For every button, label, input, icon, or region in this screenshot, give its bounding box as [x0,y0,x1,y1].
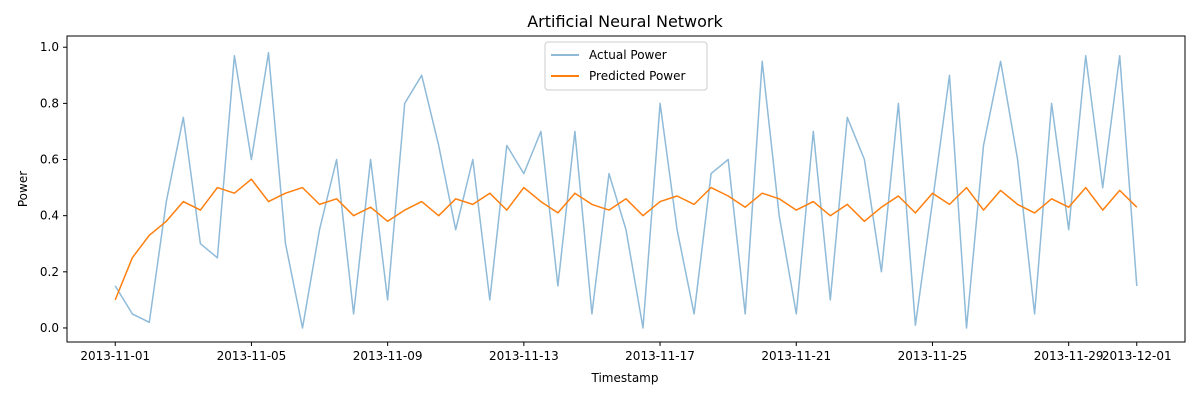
y-tick-label: 1.0 [40,40,59,54]
series-line-actual-power [114,52,1138,329]
x-tick-label: 2013-11-09 [353,349,423,363]
legend-label-predicted-power: Predicted Power [589,69,685,83]
x-tick-label: 2013-11-05 [217,349,287,363]
series-layer [114,52,1138,329]
y-tick-label: 0.6 [40,153,59,167]
chart-title: Artificial Neural Network [527,12,723,31]
y-tick-label: 0.2 [40,265,59,279]
y-tick-label: 0.4 [40,209,59,223]
legend: Actual Power Predicted Power [544,41,708,91]
y-axis-label: Power [16,171,30,207]
x-tick-label: 2013-11-25 [898,349,968,363]
x-tick-label: 2013-11-29 [1034,349,1104,363]
x-tick-label: 2013-11-13 [489,349,559,363]
x-axis-label: Timestamp [591,371,659,385]
y-axis-ticks: 0.0 0.2 0.4 0.6 0.8 1.0 [40,40,67,335]
y-tick-label: 0.8 [40,96,59,110]
x-axis-ticks: 2013-11-01 2013-11-05 2013-11-09 2013-11-13… [80,342,1172,363]
legend-box [544,41,708,91]
x-tick-label: 2013-11-01 [80,349,150,363]
y-tick-label: 0.0 [40,321,59,335]
legend-label-actual-power: Actual Power [589,48,667,62]
x-tick-label: 2013-12-01 [1102,349,1172,363]
series-line-predicted-power [114,178,1138,301]
x-tick-label: 2013-11-17 [625,349,695,363]
x-tick-label: 2013-11-21 [761,349,831,363]
